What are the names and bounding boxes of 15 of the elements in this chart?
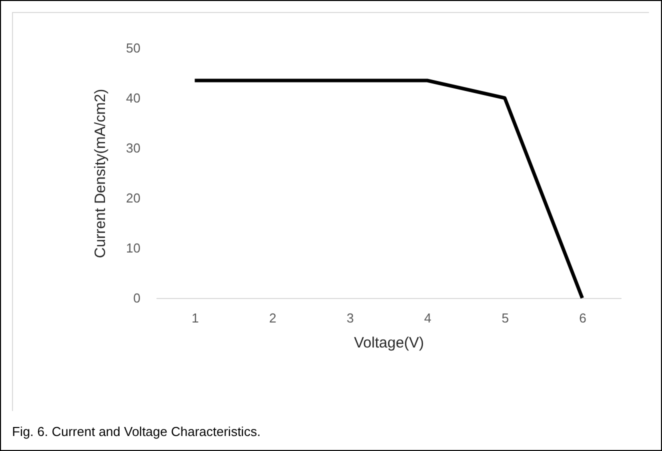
y-tick-label: 50 bbox=[126, 40, 140, 56]
y-tick-label: 10 bbox=[126, 240, 140, 256]
y-tick-label: 20 bbox=[126, 190, 140, 206]
x-tick-label: 2 bbox=[269, 310, 276, 326]
x-tick-label: 3 bbox=[346, 310, 354, 326]
caption: Fig. 6. Current and Voltage Characteristics. bbox=[12, 424, 261, 439]
y-tick-label: 30 bbox=[126, 140, 140, 156]
x-tick-label: 4 bbox=[424, 310, 432, 326]
y-tick-label: 0 bbox=[133, 290, 140, 306]
y-axis-title: Current Density(mA/cm2) bbox=[92, 88, 110, 258]
x-tick-label: 5 bbox=[502, 310, 509, 326]
x-tick-label: 1 bbox=[192, 310, 199, 326]
x-tick-label: 6 bbox=[579, 310, 586, 326]
x-axis-title: Voltage(V) bbox=[354, 334, 424, 352]
y-tick-label: 40 bbox=[126, 90, 140, 106]
